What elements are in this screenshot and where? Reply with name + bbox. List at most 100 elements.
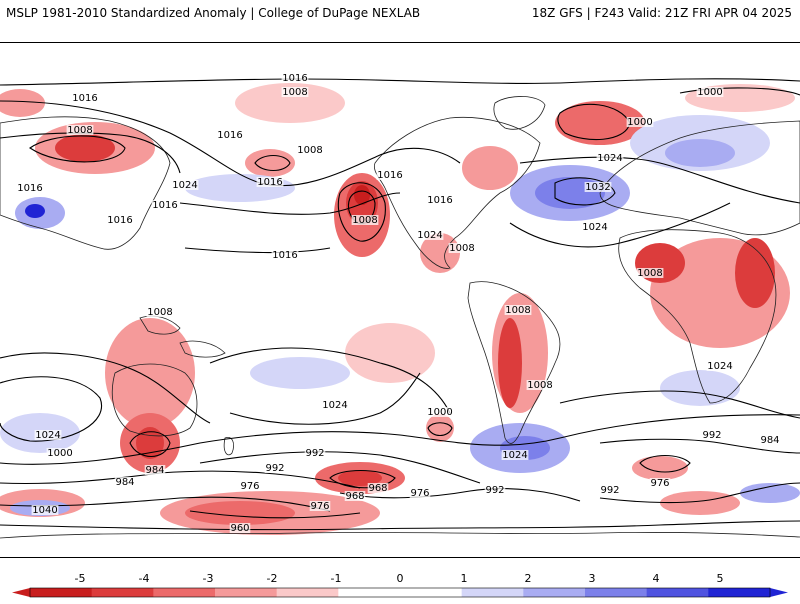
anomaly-shading	[0, 83, 800, 535]
isobar-label: 1024	[597, 153, 622, 164]
colorbar-tick-label: -3	[203, 572, 214, 585]
isobar-label-bg	[367, 483, 389, 493]
coastline	[111, 363, 198, 437]
anomaly-region	[185, 501, 295, 525]
isobar-label-bg	[309, 501, 331, 511]
isobar	[0, 132, 181, 174]
colorbar-segment	[461, 588, 524, 597]
anomaly-region	[345, 323, 435, 383]
isobar-label-bg	[71, 93, 99, 103]
coastline	[618, 229, 777, 404]
isobar-label-bg	[239, 481, 261, 491]
isobar-label: 1008	[527, 380, 552, 391]
colorbar-tick-label: 0	[397, 572, 404, 585]
isobar	[184, 247, 331, 254]
isobar	[337, 182, 386, 242]
isobar	[509, 202, 731, 248]
isobar-label-bg	[376, 170, 404, 180]
isobar-label-bg	[484, 485, 506, 495]
isobar	[209, 347, 451, 414]
isobar-label-bg	[584, 182, 612, 192]
isobar-label-bg	[304, 448, 326, 458]
isobar-label-bg	[171, 180, 199, 190]
isobar-label: 992	[485, 485, 504, 496]
isobar-label-bg	[626, 117, 654, 127]
isobar	[0, 414, 800, 465]
isobar-label-bg	[696, 87, 724, 97]
colorbar-segment	[708, 588, 771, 597]
coastline	[223, 436, 234, 456]
isobar	[519, 156, 800, 204]
isobar-label: 968	[345, 491, 364, 502]
isobar-label-bg	[229, 523, 251, 533]
isobar-label: 1008	[637, 268, 662, 279]
isobar	[29, 135, 126, 163]
isobar-label-bg	[151, 200, 179, 210]
colorbar-tick-label: -1	[331, 572, 342, 585]
anomaly-region	[354, 185, 370, 205]
isobar	[0, 470, 361, 489]
colorbar-segment	[646, 588, 709, 597]
isobar-label: 1024	[417, 230, 442, 241]
colorbar-tick-label: -5	[75, 572, 86, 585]
isobar-label-bg	[504, 305, 532, 315]
isobar-label: 1016	[72, 93, 97, 104]
model-run-info: 18Z GFS | F243 Valid: 21Z FRI APR 04 202…	[531, 6, 792, 20]
anomaly-region	[250, 357, 350, 389]
isobar-label: 992	[265, 463, 284, 474]
isobar-label: 1032	[585, 182, 610, 193]
anomaly-region	[660, 370, 740, 406]
isobar	[599, 438, 800, 454]
isobar-label: 1040	[32, 505, 57, 516]
coastline	[599, 120, 800, 236]
anomaly-region	[665, 139, 735, 167]
isobar	[0, 100, 461, 187]
isobar-label: 1000	[427, 407, 452, 418]
isobar-label-bg	[66, 125, 94, 135]
isobar-label-bg	[416, 230, 444, 240]
colorbar: -5 -4 -3 -2 -1 0 1 2 3 4 5	[0, 560, 800, 600]
anomaly-region	[0, 89, 45, 117]
isobar	[0, 78, 800, 86]
anomaly-region	[25, 204, 45, 218]
isobar-label-bg	[649, 478, 671, 488]
isobar-label-bg	[599, 485, 621, 495]
coastline	[0, 532, 800, 539]
isobar	[329, 470, 396, 489]
colorbar-arrow-low	[12, 588, 30, 597]
isobar	[559, 390, 800, 419]
colorbar-tick-label: -4	[139, 572, 150, 585]
isobar-label: 1016	[427, 195, 452, 206]
isobar	[229, 372, 421, 425]
isobar	[557, 103, 631, 141]
isobar-label: 976	[310, 501, 329, 512]
isobar	[554, 177, 616, 206]
isobar-label: 1016	[152, 200, 177, 211]
isobar-label-bg	[271, 250, 299, 260]
isobar-label-bg	[636, 268, 664, 278]
anomaly-region	[338, 470, 382, 486]
isobar	[0, 376, 103, 442]
anomaly-region	[462, 146, 518, 190]
isobar-label: 1024	[322, 400, 347, 411]
colorbar-arrow-high	[770, 588, 788, 597]
isobar	[599, 482, 800, 504]
isobar-label-bg	[344, 491, 366, 501]
isobar-label-bg	[114, 477, 136, 487]
isobar-label-bg	[281, 87, 309, 97]
isobar-label-bg	[426, 195, 454, 205]
colorbar-scale: -5 -4 -3 -2 -1 0 1 2 3 4 5	[12, 572, 788, 598]
isobar-label: 976	[650, 478, 669, 489]
isobar-label-bg	[426, 407, 454, 417]
isobar-label: 1024	[582, 222, 607, 233]
isobar-label: 1016	[377, 170, 402, 181]
colorbar-tick-label: 4	[653, 572, 660, 585]
isobar	[639, 454, 691, 473]
isobar-label: 1016	[272, 250, 297, 261]
isobar-label-bg	[581, 222, 609, 232]
isobar-label-bg	[759, 435, 781, 445]
isobar	[179, 192, 401, 215]
isobar	[0, 352, 211, 424]
anomaly-region	[632, 456, 688, 480]
isobar-label: 1008	[147, 307, 172, 318]
